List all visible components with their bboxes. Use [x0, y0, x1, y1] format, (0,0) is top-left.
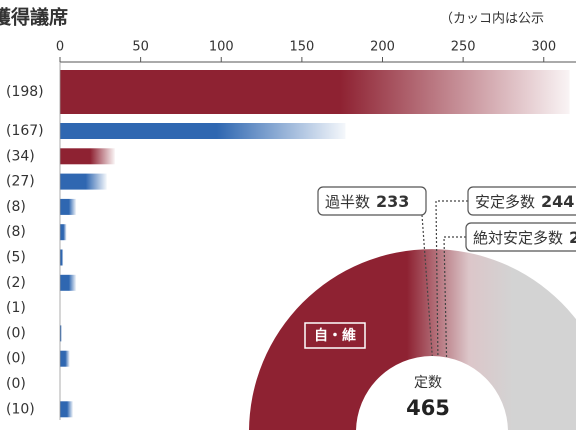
row-label: (0): [6, 351, 26, 367]
x-tick-label: 50: [132, 40, 149, 55]
row-label: (5): [6, 250, 26, 266]
threshold-box: [465, 222, 576, 252]
chart-title: 獲得議席: [0, 6, 68, 29]
note: （カッコ内は公示: [440, 11, 544, 27]
bar: [60, 70, 570, 114]
row-label: (34): [6, 148, 35, 164]
threshold-line: [443, 236, 466, 358]
threshold-name: 絶対安定多数: [473, 229, 563, 247]
bar: [60, 198, 77, 215]
bar: [60, 123, 346, 139]
bar: [60, 325, 62, 342]
threshold-name: 安定多数: [475, 193, 535, 211]
x-tick-label: 300: [531, 40, 556, 55]
threshold-label: 絶対安定多数 261: [473, 228, 576, 247]
x-tick-label: 0: [56, 40, 64, 55]
row-label: (10): [6, 401, 35, 417]
bar: [60, 224, 67, 241]
threshold-box: [317, 186, 427, 216]
threshold-value: 261: [569, 228, 576, 247]
group-label: 自・維: [314, 327, 356, 344]
threshold-name: 過半数: [325, 193, 370, 211]
row-label: (0): [6, 376, 26, 392]
row-label: (0): [6, 325, 26, 341]
row-label: (27): [6, 174, 35, 190]
x-tick-label: 150: [289, 40, 314, 55]
row-label: (198): [6, 84, 44, 100]
threshold-box: [467, 186, 576, 216]
bar: [60, 401, 73, 418]
x-tick-label: 200: [370, 40, 395, 55]
threshold-line: [421, 214, 433, 357]
bar: [60, 274, 77, 291]
row-label: (8): [6, 224, 26, 240]
bar: [60, 350, 70, 367]
row-label: (2): [6, 275, 26, 291]
bar: [60, 173, 107, 190]
row-label: (1): [6, 300, 26, 316]
x-tick-label: 100: [209, 40, 234, 55]
threshold-line: [435, 200, 468, 357]
threshold-label: 安定多数 244: [475, 192, 574, 211]
bar: [60, 148, 115, 165]
row-label: (8): [6, 199, 26, 215]
gauge-ring: [249, 249, 576, 430]
total-value: 465: [406, 396, 450, 420]
threshold-value: 244: [541, 192, 574, 211]
threshold-label: 過半数 233: [325, 192, 409, 211]
row-label: (167): [6, 123, 44, 139]
x-tick-label: 250: [451, 40, 476, 55]
group-box: [304, 322, 366, 349]
threshold-value: 233: [376, 192, 409, 211]
total-label: 定数: [414, 375, 442, 391]
bar: [60, 249, 64, 266]
